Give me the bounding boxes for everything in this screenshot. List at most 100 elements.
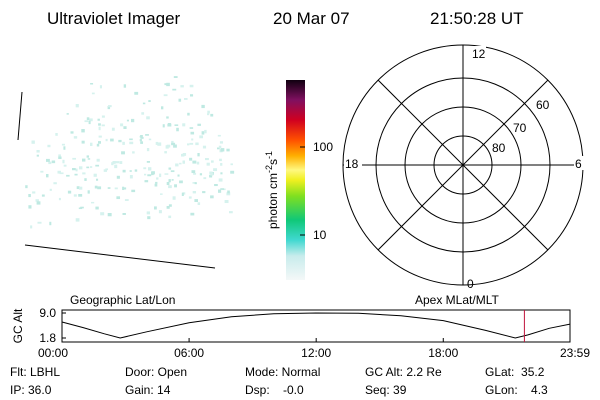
speckle xyxy=(75,168,78,172)
speckle xyxy=(72,157,76,160)
speckle xyxy=(36,154,39,157)
y-axis-label: GC Alt xyxy=(11,308,25,343)
speckle xyxy=(119,161,123,164)
speckle xyxy=(122,187,127,190)
speckle xyxy=(67,190,72,194)
y-tick-label: 9.0 xyxy=(39,306,56,320)
spoke xyxy=(377,79,549,251)
speckle xyxy=(178,98,182,102)
speckle xyxy=(204,129,207,134)
speckle xyxy=(171,140,174,144)
x-tick-label: 18:00 xyxy=(428,346,458,360)
speckle xyxy=(174,184,177,188)
speckle xyxy=(82,158,86,162)
speckle xyxy=(123,126,127,129)
speckle xyxy=(76,186,80,190)
speckle xyxy=(95,206,99,210)
speckle xyxy=(63,164,67,167)
status-field: Seq: 39 xyxy=(365,383,407,397)
speckle xyxy=(147,174,152,177)
speckle xyxy=(86,117,90,121)
speckle xyxy=(49,188,52,191)
speckle xyxy=(98,141,101,144)
speckle xyxy=(94,185,98,189)
speckle xyxy=(205,158,209,161)
altitude-line xyxy=(61,312,571,339)
speckle xyxy=(116,196,121,200)
speckle xyxy=(82,172,86,175)
speckle xyxy=(229,211,233,214)
speckle xyxy=(211,160,214,163)
status-field: Door: Open xyxy=(125,365,187,379)
speckle xyxy=(195,142,199,146)
speckle xyxy=(190,94,194,97)
speckle xyxy=(218,178,223,182)
label-bg xyxy=(344,156,362,170)
speckle xyxy=(160,193,163,195)
speckle xyxy=(79,166,83,170)
plot-title: Apex MLat/MLT xyxy=(415,293,499,307)
speckle xyxy=(86,155,90,158)
speckle xyxy=(91,201,95,204)
speckle xyxy=(91,92,95,95)
speckle xyxy=(134,169,138,172)
speckle xyxy=(179,180,183,184)
speckle xyxy=(115,161,120,164)
speckle xyxy=(190,212,195,216)
status-field: Mode: Normal xyxy=(245,365,320,379)
speckle xyxy=(218,145,222,149)
speckle xyxy=(81,129,85,133)
speckle xyxy=(197,202,201,205)
footer: Flt: LBHL Door: Open Mode: Normal GC Alt: 2… xyxy=(10,365,548,397)
status-field: Dsp: -0.0 xyxy=(245,383,304,397)
speckle xyxy=(146,148,150,152)
speckle xyxy=(108,105,112,108)
speckle xyxy=(101,124,105,127)
speckle xyxy=(66,174,70,177)
speckle xyxy=(61,143,65,146)
speckle xyxy=(171,179,174,181)
speckle xyxy=(31,140,35,144)
speckle xyxy=(193,173,197,175)
speckle xyxy=(164,83,167,86)
date: 20 Mar 07 xyxy=(273,9,350,28)
speckle xyxy=(220,163,223,166)
speckle xyxy=(192,182,197,184)
speckle xyxy=(87,190,90,194)
speckle xyxy=(189,127,194,129)
speckle xyxy=(167,123,172,127)
speckle xyxy=(219,141,224,144)
speckle xyxy=(95,164,100,167)
speckle xyxy=(214,184,218,187)
speckle xyxy=(90,83,94,85)
speckle xyxy=(199,173,203,176)
speckle xyxy=(156,177,159,180)
speckle xyxy=(97,186,102,190)
speckle xyxy=(75,104,79,108)
speckle xyxy=(222,188,226,191)
speckle xyxy=(203,177,207,180)
plot-title: Geographic Lat/Lon xyxy=(70,293,175,307)
speckle xyxy=(111,162,114,166)
speckle xyxy=(98,135,102,138)
speckle xyxy=(36,201,41,205)
speckle xyxy=(73,136,78,139)
speckle xyxy=(90,142,93,147)
speckle xyxy=(86,166,90,169)
speckle xyxy=(112,161,116,164)
status-field: GLon: 4.3 xyxy=(485,383,548,397)
speckle xyxy=(166,116,169,119)
speckle xyxy=(148,100,151,103)
x-tick-label: 12:00 xyxy=(301,346,331,360)
speckle xyxy=(132,151,135,154)
speckle xyxy=(129,138,133,141)
speckle xyxy=(62,159,65,164)
speckle xyxy=(151,171,155,175)
label-bg xyxy=(470,46,486,60)
speckle xyxy=(220,172,223,175)
speckle xyxy=(122,169,126,173)
speckle xyxy=(58,154,61,157)
speckle xyxy=(134,91,139,95)
speckle xyxy=(124,199,129,201)
